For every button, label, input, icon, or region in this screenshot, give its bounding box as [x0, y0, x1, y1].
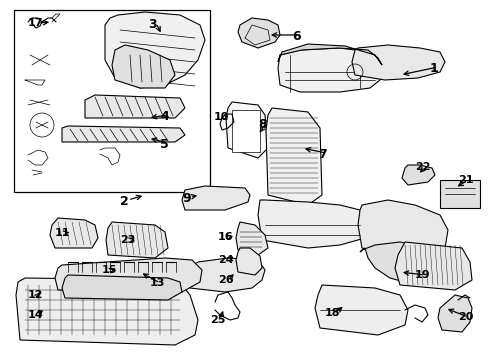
Polygon shape [315, 285, 408, 335]
Polygon shape [62, 126, 185, 142]
Polygon shape [266, 108, 322, 205]
Polygon shape [50, 218, 98, 248]
Polygon shape [358, 200, 448, 258]
Text: 15: 15 [102, 265, 118, 275]
Text: 17: 17 [28, 18, 44, 28]
Polygon shape [226, 102, 268, 158]
Bar [14, 10, 210, 192]
Polygon shape [236, 222, 268, 255]
Text: 11: 11 [55, 228, 71, 238]
Text: 22: 22 [415, 162, 431, 172]
Text: 20: 20 [458, 312, 473, 322]
Text: 1: 1 [430, 62, 439, 75]
Bar [232, 110, 260, 152]
Text: 18: 18 [325, 308, 341, 318]
Polygon shape [238, 18, 280, 48]
Polygon shape [16, 278, 198, 345]
Text: 23: 23 [120, 235, 135, 245]
Text: 12: 12 [28, 290, 44, 300]
Polygon shape [85, 95, 185, 118]
Polygon shape [106, 222, 168, 258]
Polygon shape [112, 45, 175, 88]
Polygon shape [182, 186, 250, 210]
Bar [440, 180, 480, 208]
Text: 14: 14 [28, 310, 44, 320]
Text: 24: 24 [218, 255, 234, 265]
Polygon shape [62, 275, 182, 300]
Polygon shape [402, 165, 435, 185]
Text: 4: 4 [160, 110, 169, 123]
Polygon shape [360, 242, 462, 285]
Polygon shape [278, 48, 382, 92]
Text: 13: 13 [150, 278, 165, 288]
Text: 7: 7 [318, 148, 327, 161]
Text: 19: 19 [415, 270, 431, 280]
Text: 5: 5 [160, 138, 169, 151]
Text: 21: 21 [458, 175, 473, 185]
Polygon shape [278, 44, 382, 65]
Polygon shape [55, 258, 202, 292]
Text: 9: 9 [182, 192, 191, 205]
Polygon shape [395, 242, 472, 290]
Polygon shape [185, 258, 265, 292]
Text: 26: 26 [218, 275, 234, 285]
Text: 3: 3 [148, 18, 157, 31]
Polygon shape [236, 248, 262, 275]
Text: 2: 2 [120, 195, 129, 208]
Polygon shape [105, 12, 205, 88]
Polygon shape [352, 45, 445, 80]
Text: 25: 25 [210, 315, 225, 325]
Polygon shape [438, 295, 472, 332]
Text: 6: 6 [292, 30, 301, 43]
Text: 10: 10 [214, 112, 229, 122]
Polygon shape [258, 200, 368, 248]
Text: 8: 8 [258, 118, 267, 131]
Text: 16: 16 [218, 232, 234, 242]
